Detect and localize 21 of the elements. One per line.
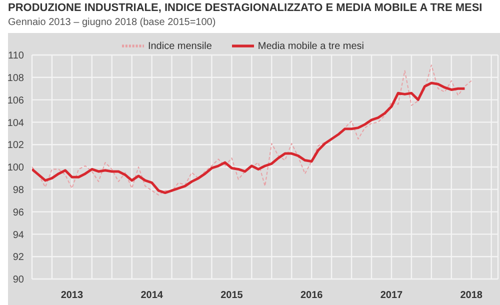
y-tick-label: 110 xyxy=(8,50,24,62)
x-tick-label: 2015 xyxy=(220,290,244,302)
y-tick-label: 94 xyxy=(12,230,24,241)
y-tick-label: 100 xyxy=(7,162,24,174)
x-tick-label: 2017 xyxy=(380,290,404,302)
y-tick-label: 98 xyxy=(12,184,24,196)
y-tick-label: 92 xyxy=(12,252,24,264)
legend-label: Media mobile a tre mesi xyxy=(258,40,364,52)
chart-title: PRODUZIONE INDUSTRIALE, INDICE DESTAGIONALIZZATO E MEDIA MOBILE A TRE MESI xyxy=(8,2,482,14)
x-tick-label: 2016 xyxy=(300,290,324,302)
x-tick-label: 2013 xyxy=(60,290,84,302)
y-tick-label: 104 xyxy=(7,118,24,129)
y-tick-label: 90 xyxy=(12,274,24,286)
x-tick-label: 2014 xyxy=(140,290,164,302)
x-tick-label: 2018 xyxy=(460,290,483,302)
chart-subtitle: Gennaio 2013 – giugno 2018 (base 2015=100) xyxy=(8,17,216,28)
y-tick-label: 108 xyxy=(7,72,24,84)
legend-label: Indice mensile xyxy=(148,40,212,52)
y-tick-label: 96 xyxy=(12,207,24,218)
y-tick-label: 106 xyxy=(7,95,24,106)
y-tick-label: 102 xyxy=(7,140,24,152)
